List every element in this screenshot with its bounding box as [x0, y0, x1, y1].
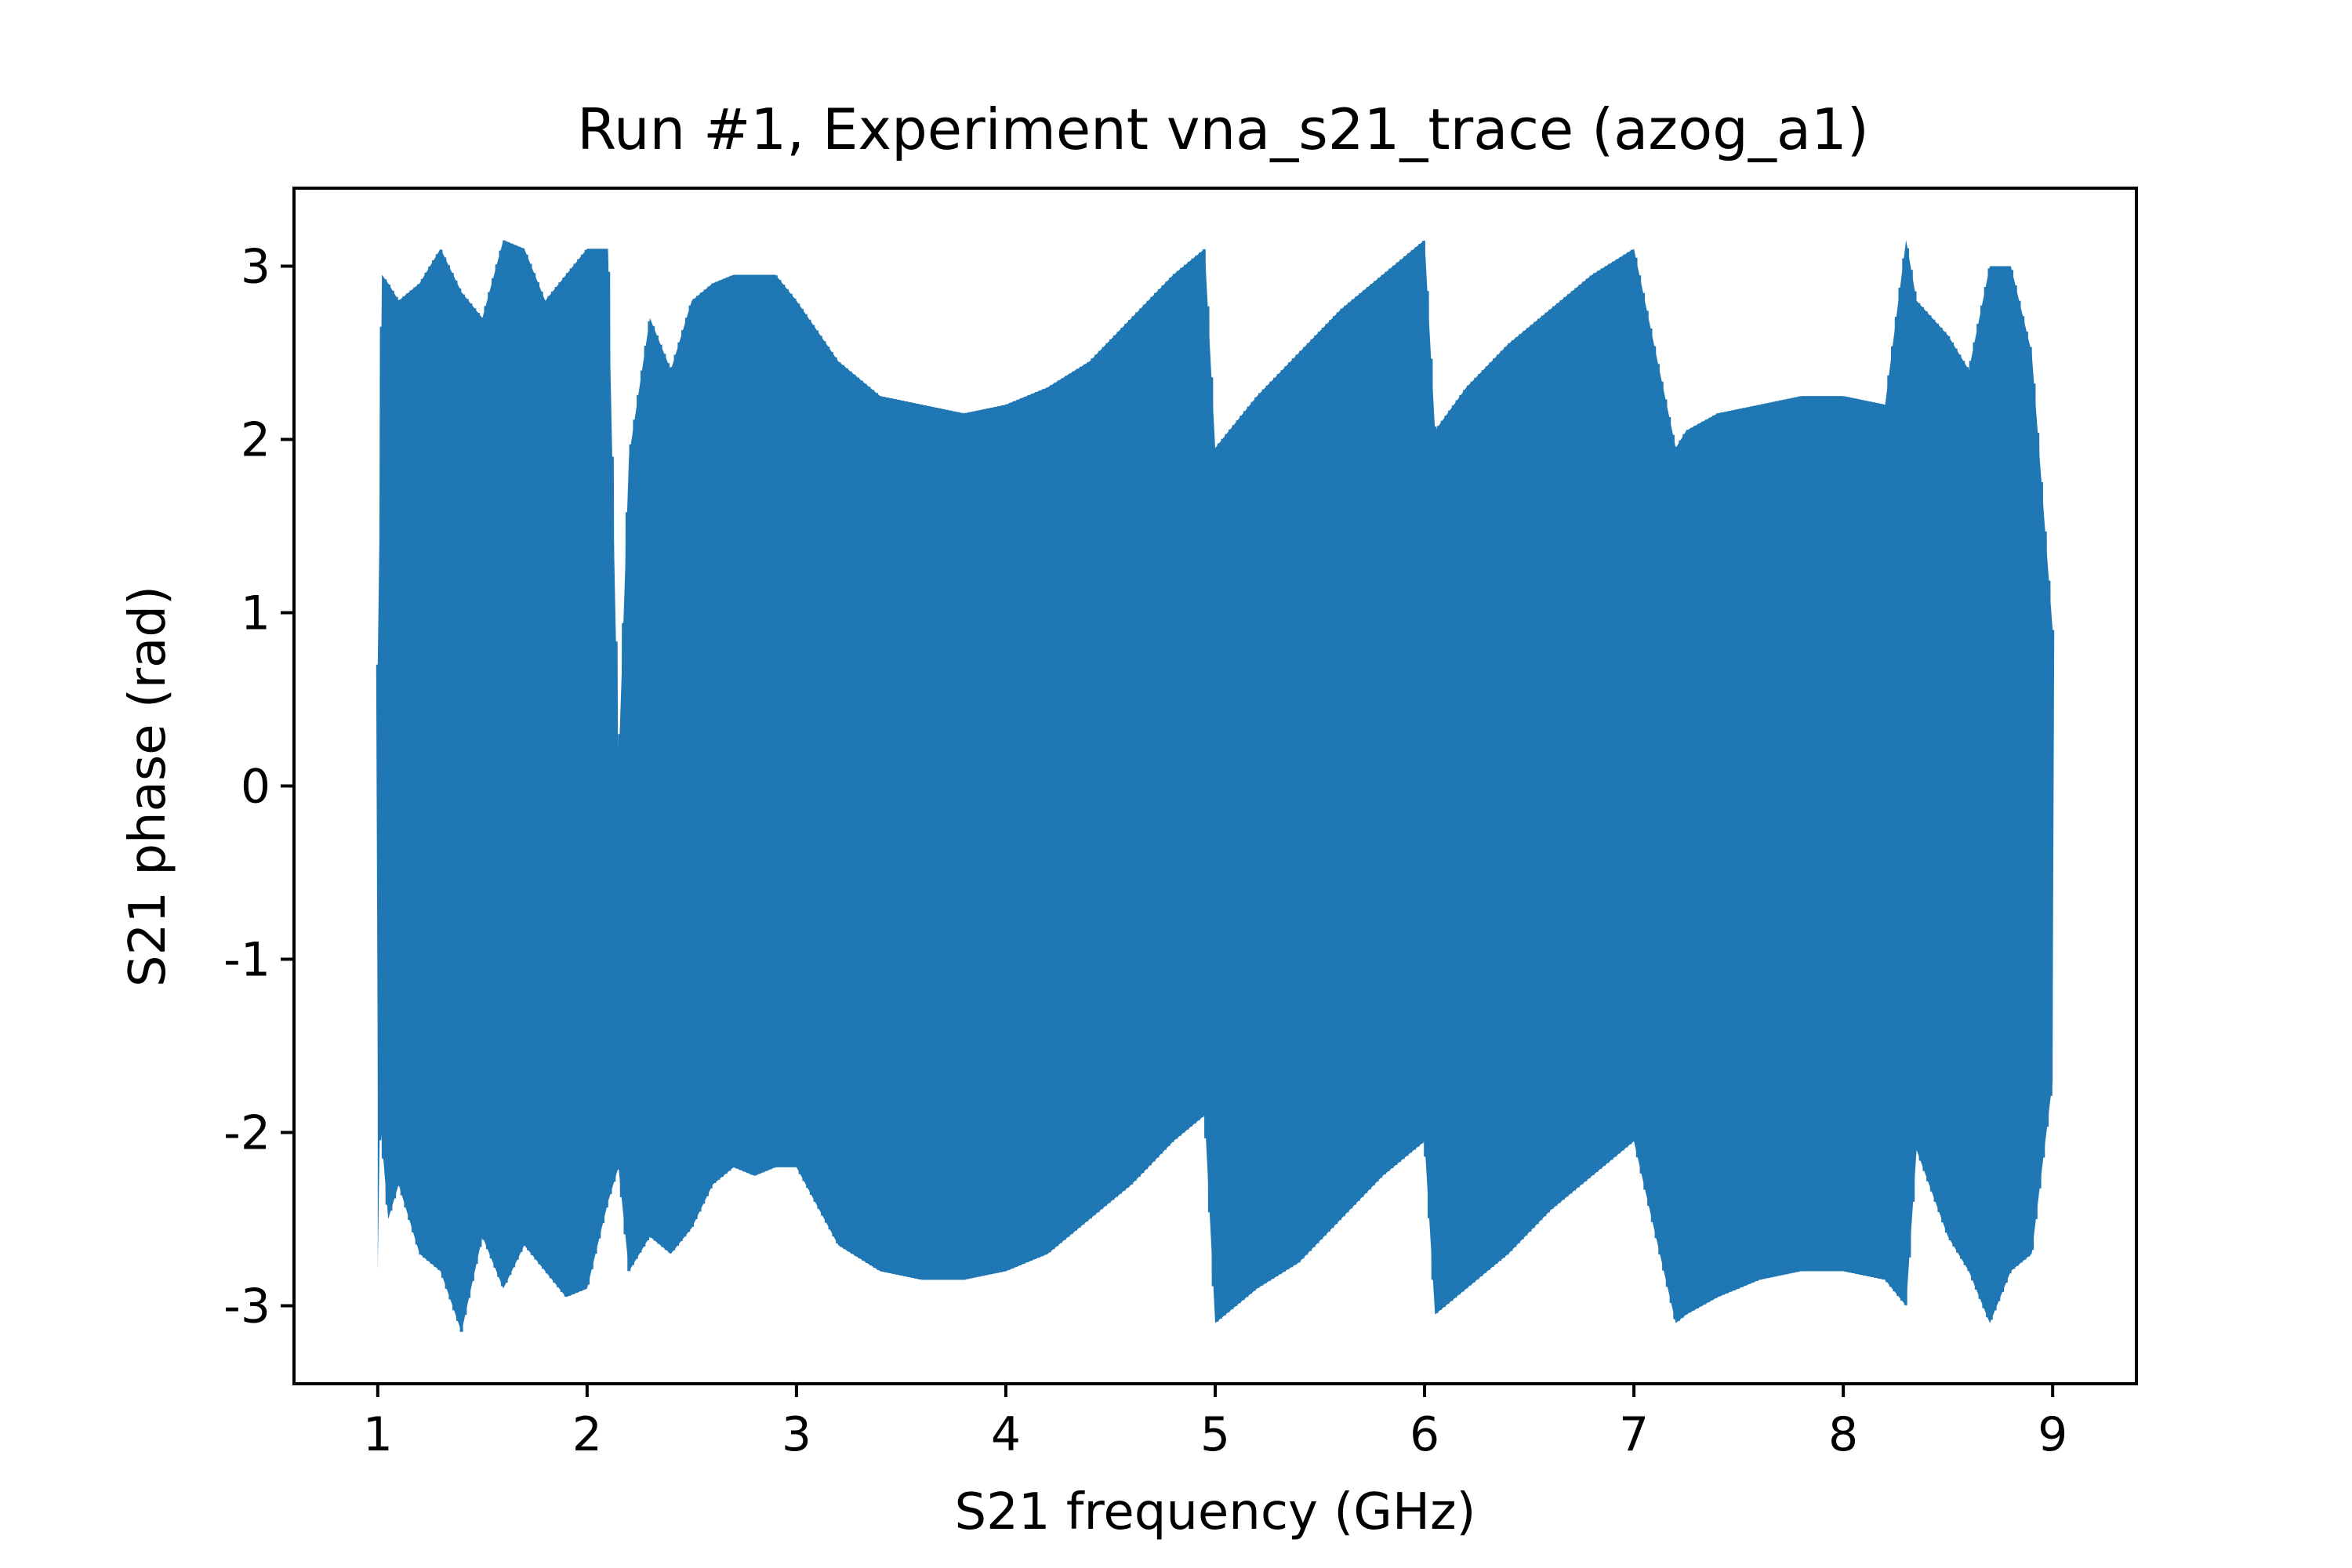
- x-tick-label: 2: [572, 1407, 602, 1462]
- x-axis-label: S21 frequency (GHz): [955, 1483, 1476, 1541]
- x-tick-label: 9: [2038, 1407, 2067, 1462]
- series-line: [376, 240, 2055, 1332]
- x-tick-label: 7: [1619, 1407, 1649, 1462]
- x-tick-label: 5: [1200, 1407, 1230, 1462]
- x-tick-label: 4: [991, 1407, 1021, 1462]
- x-tick-label: 1: [363, 1407, 393, 1462]
- x-axis-ticks: 1 2 3 4 5 6 7 8 9: [363, 1384, 2067, 1462]
- y-tick-label: -3: [223, 1279, 270, 1334]
- y-axis-label: S21 phase (rad): [119, 586, 177, 987]
- y-tick-label: 3: [241, 239, 270, 294]
- y-tick-label: 2: [241, 412, 270, 467]
- y-tick-label: 1: [241, 586, 270, 641]
- x-tick-label: 6: [1410, 1407, 1439, 1462]
- y-tick-label: -1: [223, 933, 270, 988]
- y-tick-label: -2: [223, 1106, 270, 1161]
- x-tick-label: 8: [1828, 1407, 1858, 1462]
- y-tick-label: 0: [241, 760, 270, 815]
- chart-title: Run #1, Experiment vna_s21_trace (azog_a…: [577, 96, 1869, 162]
- x-tick-label: 3: [782, 1407, 811, 1462]
- y-axis-ticks: 3 2 1 0 -1 -2 -3: [223, 239, 294, 1334]
- series-layer: [376, 240, 2055, 1332]
